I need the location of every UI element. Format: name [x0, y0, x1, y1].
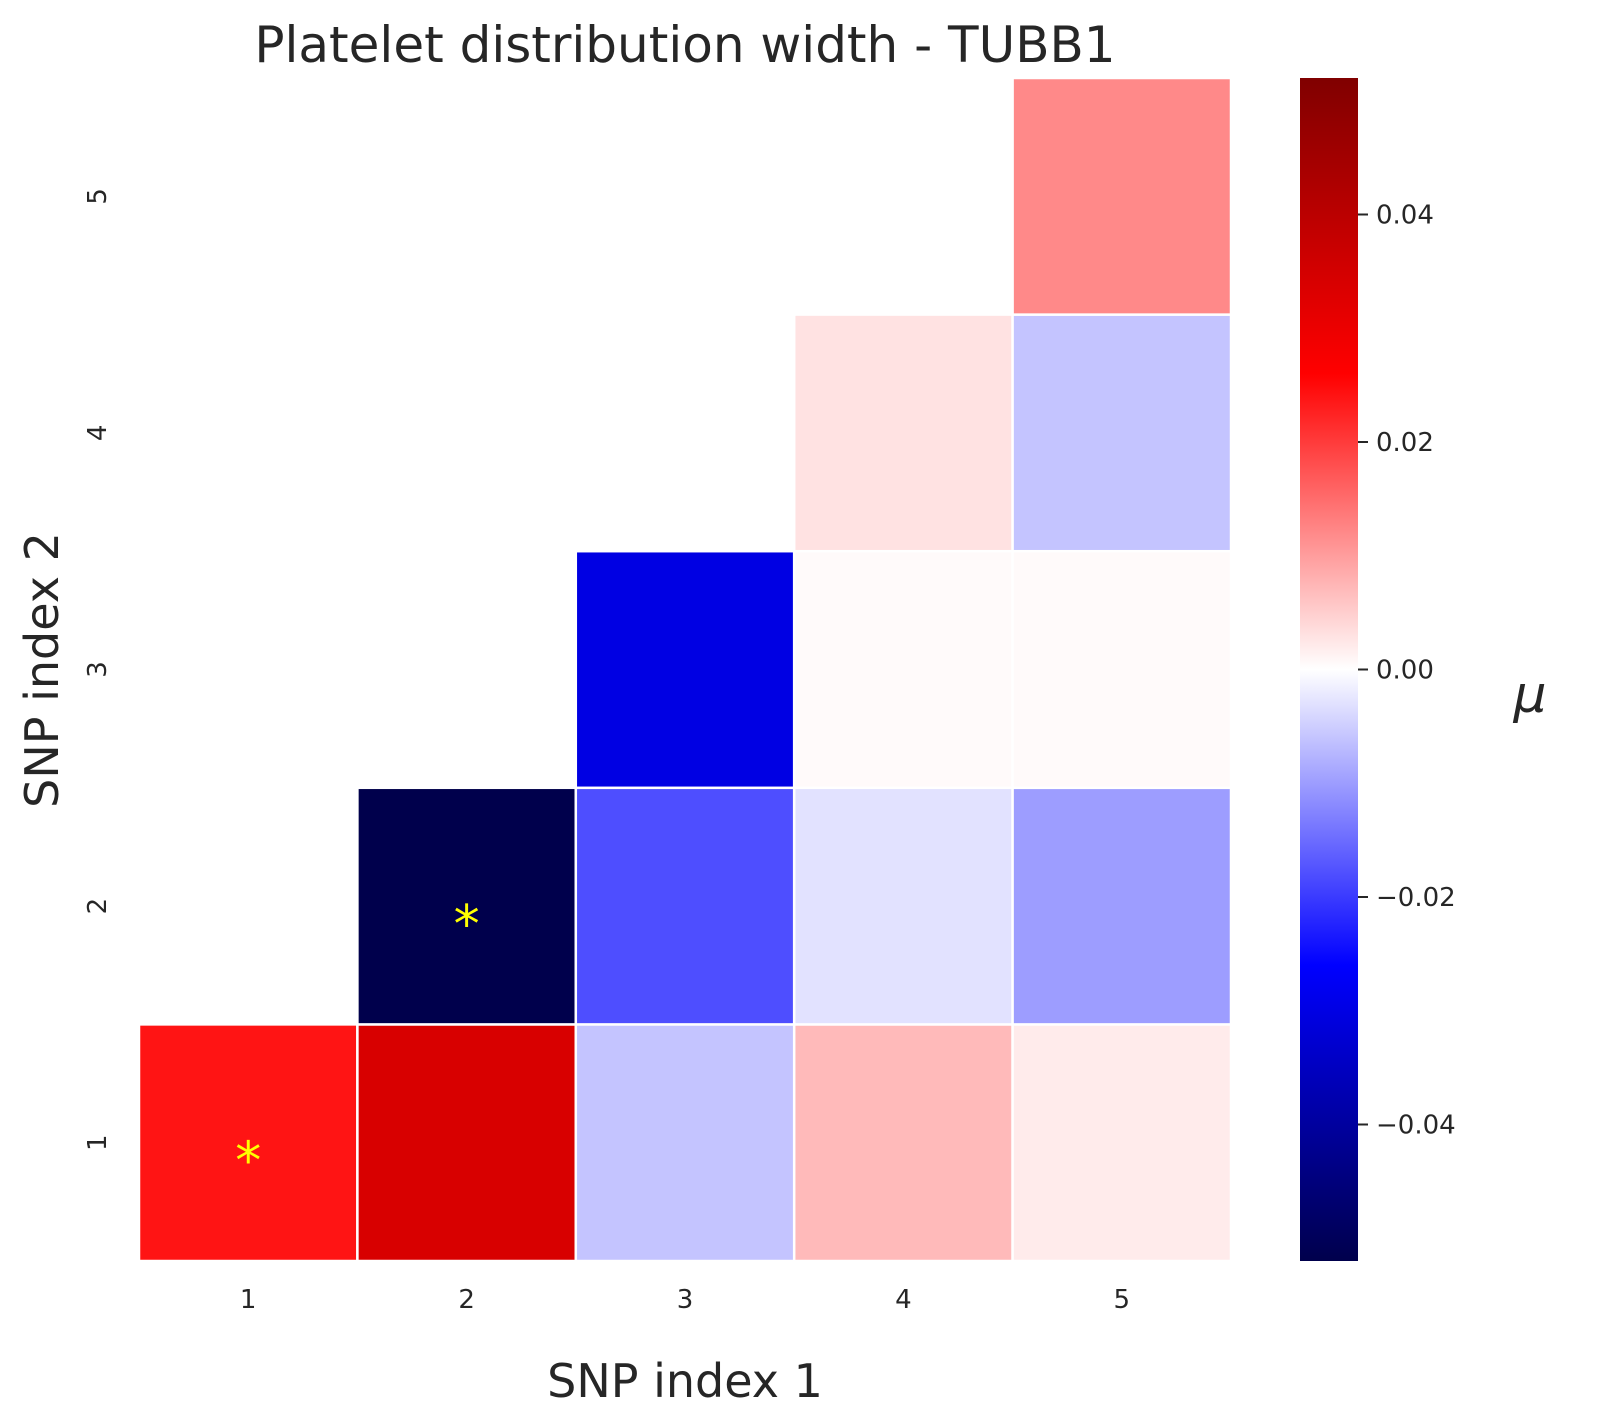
heatmap-cell: [137, 1023, 359, 1263]
colorbar-tick-label: −0.02: [1376, 883, 1456, 913]
heatmap-cell: [574, 786, 796, 1026]
heatmap-cell: [1011, 76, 1233, 316]
y-axis-label: SNP index 2: [15, 532, 69, 808]
heatmap-cell: [792, 313, 1014, 553]
x-axis-ticks: 1 2 3 4 5: [240, 1285, 1130, 1315]
x-tick-label: 4: [895, 1285, 912, 1315]
colorbar-tick-label: 0.02: [1376, 428, 1434, 458]
heatmap-cell: [1011, 313, 1233, 553]
x-tick-label: 5: [1114, 1285, 1131, 1315]
colorbar: [1300, 78, 1358, 1261]
y-tick-label: 3: [83, 661, 113, 678]
y-tick-label: 4: [83, 425, 113, 442]
colorbar-tick-label: 0.04: [1376, 201, 1434, 231]
y-tick-label: 1: [83, 1134, 113, 1151]
x-tick-label: 3: [677, 1285, 694, 1315]
heatmap-cell: [574, 549, 796, 790]
heatmap-cell: [356, 786, 578, 1026]
colorbar-label: μ: [1512, 665, 1546, 725]
colorbar-tick-label: −0.04: [1376, 1111, 1456, 1141]
chart-title: Platelet distribution width - TUBB1: [254, 16, 1115, 74]
heatmap-cell: [1011, 786, 1233, 1026]
x-tick-label: 1: [240, 1285, 257, 1315]
heatmap-cell: [792, 786, 1014, 1026]
colorbar-ticks: 0.04 0.02 0.00 −0.02 −0.04: [1358, 201, 1456, 1141]
significance-markers: **: [235, 895, 479, 1192]
heatmap-cell: [1011, 549, 1233, 790]
heatmap-cell: [792, 549, 1014, 790]
colorbar-tick-label: 0.00: [1376, 656, 1434, 686]
heatmap-cell: [356, 1023, 578, 1263]
y-axis-ticks: 1 2 3 4 5: [83, 188, 113, 1151]
heatmap-cell: [574, 1023, 796, 1263]
x-axis-label: SNP index 1: [547, 1354, 823, 1408]
y-tick-label: 5: [83, 188, 113, 205]
x-tick-label: 2: [458, 1285, 475, 1315]
heatmap-cells: [137, 76, 1233, 1263]
heatmap-cell: [1011, 1023, 1233, 1263]
significance-marker: *: [235, 1132, 261, 1192]
heatmap-cell: [792, 1023, 1014, 1263]
significance-marker: *: [454, 895, 480, 955]
y-tick-label: 2: [83, 898, 113, 915]
